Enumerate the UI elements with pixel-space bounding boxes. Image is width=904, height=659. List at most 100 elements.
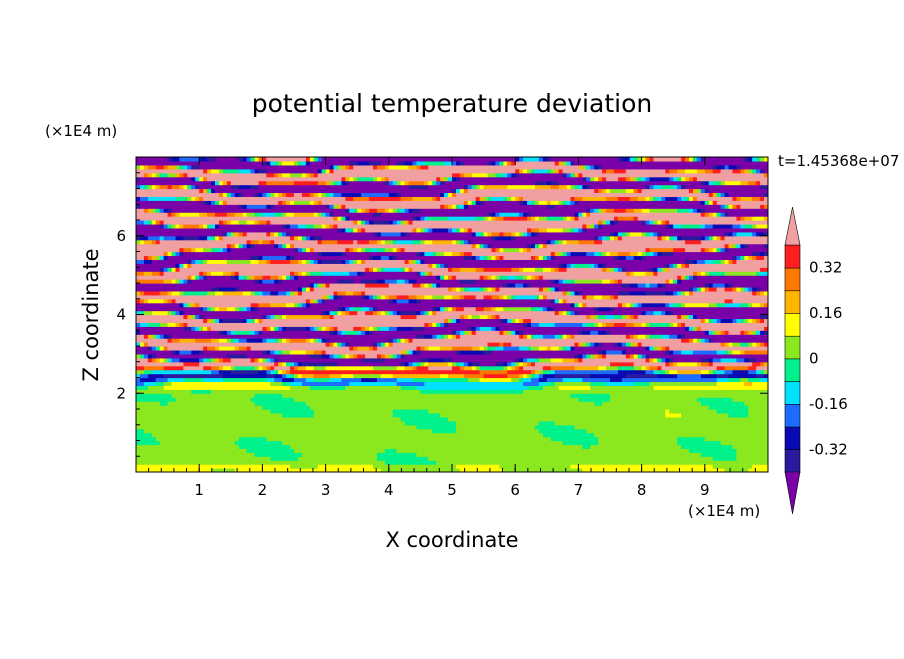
field-cell: [760, 436, 765, 442]
field-cell: [226, 444, 232, 449]
field-cell: [238, 409, 244, 414]
field-cell: [491, 349, 497, 355]
field-cell: [155, 428, 161, 434]
field-cell: [692, 409, 698, 414]
field-cell: [361, 424, 366, 430]
field-cell: [147, 346, 153, 351]
field-cell: [301, 468, 307, 472]
field-cell: [527, 464, 532, 469]
field-cell: [420, 412, 425, 418]
field-cell: [195, 456, 200, 461]
field-cell: [503, 377, 508, 383]
field-cell: [613, 464, 619, 469]
field-cell: [649, 361, 655, 367]
field-cell: [175, 361, 181, 367]
field-cell: [266, 346, 271, 351]
field-cell: [538, 377, 544, 383]
field-cell: [740, 393, 745, 398]
field-cell: [404, 409, 410, 414]
field-cell: [321, 365, 327, 371]
field-cell: [440, 440, 445, 446]
field-cell: [143, 456, 149, 461]
field-cell: [617, 349, 623, 355]
field-cell: [657, 460, 662, 465]
field-cell: [554, 373, 560, 379]
field-cell: [455, 448, 461, 453]
field-cell: [467, 448, 473, 453]
field-cell: [511, 412, 516, 418]
field-cell: [515, 401, 520, 406]
field-cell: [673, 428, 678, 434]
field-cell: [637, 369, 643, 375]
field-cell: [649, 377, 655, 383]
field-cell: [266, 420, 271, 426]
field-cell: [641, 420, 647, 426]
field-cell: [633, 468, 639, 472]
field-cell: [282, 389, 287, 394]
field-cell: [226, 468, 232, 472]
field-cell: [341, 401, 346, 406]
field-cell: [436, 377, 441, 383]
field-cell: [254, 381, 260, 386]
field-cell: [542, 464, 548, 469]
field-cell: [155, 416, 161, 422]
field-cell: [527, 381, 532, 386]
field-cell: [534, 357, 540, 363]
field-cell: [531, 460, 536, 465]
field-cell: [321, 401, 327, 406]
field-cell: [396, 353, 402, 359]
field-cell: [455, 389, 461, 394]
field-cell: [613, 440, 619, 446]
field-cell: [673, 468, 678, 472]
field-cell: [325, 432, 331, 438]
field-cell: [534, 428, 540, 434]
field-cell: [207, 432, 212, 438]
field-cell: [167, 401, 173, 406]
field-cell: [582, 397, 587, 402]
field-cell: [333, 440, 339, 446]
field-cell: [404, 397, 410, 402]
field-cell: [724, 401, 730, 406]
field-cell: [301, 456, 307, 461]
field-cell: [373, 389, 378, 394]
field-cell: [732, 416, 737, 422]
field-cell: [602, 444, 607, 449]
field-cell: [337, 424, 342, 430]
field-cell: [246, 389, 252, 394]
field-cell: [491, 452, 497, 457]
field-cell: [396, 440, 402, 446]
field-cell: [353, 424, 358, 430]
field-cell: [408, 428, 414, 434]
field-cell: [550, 357, 556, 363]
field-cell: [483, 401, 489, 406]
field-cell: [317, 369, 323, 375]
field-cell: [590, 361, 595, 367]
field-cell: [467, 393, 473, 398]
field-cell: [242, 424, 248, 430]
field-cell: [708, 393, 714, 398]
field-cell: [515, 357, 520, 363]
field-cell: [578, 381, 583, 386]
field-cell: [598, 416, 603, 422]
field-cell: [187, 444, 192, 449]
field-cell: [594, 353, 599, 359]
field-cell: [704, 357, 710, 363]
field-cell: [744, 409, 749, 414]
field-cell: [250, 385, 256, 390]
field-cell: [250, 361, 256, 367]
field-cell: [681, 381, 686, 386]
field-cell: [203, 444, 208, 449]
field-cell: [254, 389, 260, 394]
field-cell: [507, 440, 512, 446]
field-cell: [404, 456, 410, 461]
field-cell: [613, 349, 619, 355]
field-cell: [483, 416, 489, 422]
field-cell: [199, 361, 204, 367]
field-cell: [570, 401, 576, 406]
field-cell: [333, 377, 339, 383]
field-cell: [566, 424, 572, 430]
field-cell: [230, 369, 236, 375]
field-cell: [136, 456, 141, 461]
field-cell: [523, 365, 528, 371]
field-cell: [610, 424, 615, 430]
